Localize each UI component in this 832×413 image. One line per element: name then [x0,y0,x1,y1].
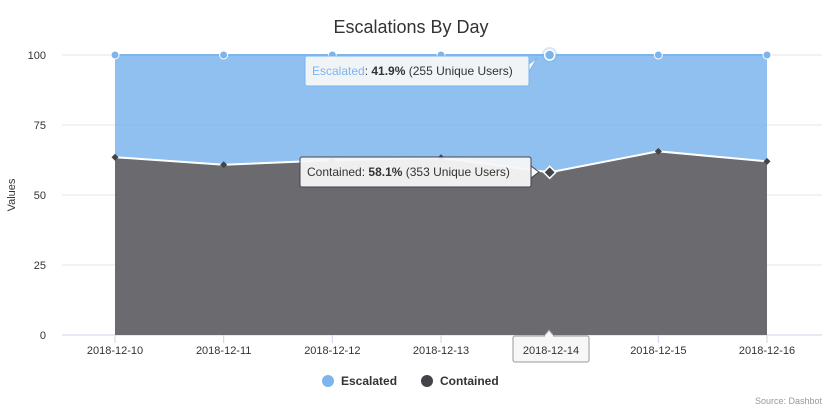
tooltip-category-label: 2018-12-14 [523,345,579,357]
marker-contained[interactable] [220,161,228,169]
marker-escalated[interactable] [653,50,663,60]
y-tick-label: 0 [40,330,46,342]
series-areas [115,55,767,335]
svg-text:Escalated: 41.9% (255 Unique U: Escalated: 41.9% (255 Unique Users) [312,64,513,78]
y-tick-label: 50 [34,190,46,202]
tooltip-contained-value: 58.1% [368,165,402,179]
x-tick-label: 2018-12-10 [87,345,143,357]
x-tick-label: 2018-12-16 [739,345,795,357]
area-contained [115,151,767,335]
x-tick-label: 2018-12-13 [413,345,469,357]
credits[interactable]: Source: Dashbot [755,396,823,406]
y-tick-label: 100 [28,50,46,62]
marker-escalated[interactable] [110,50,120,60]
tooltip-contained: Contained: 58.1% (353 Unique Users) [299,156,540,188]
marker-escalated[interactable] [219,50,229,60]
legend-item-contained[interactable]: Contained [421,374,499,388]
marker-contained[interactable] [654,147,662,155]
x-tick-label: 2018-12-15 [630,345,686,357]
legend-label-escalated: Escalated [341,374,397,388]
x-tick-label: 2018-12-12 [304,345,360,357]
marker-contained[interactable] [111,153,119,161]
legend-symbol-contained [421,375,433,387]
tooltip-escalated-label: Escalated [312,64,365,78]
y-tick-label: 25 [34,260,46,272]
tooltip-escalated: Escalated: 41.9% (255 Unique Users) [304,55,538,87]
marker-contained[interactable] [763,157,771,165]
chart-title: Escalations By Day [333,17,488,37]
tooltip-category: 2018-12-14 [512,329,590,363]
x-tick-label: 2018-12-11 [196,345,251,357]
tooltip-contained-users: (353 Unique Users) [406,165,510,179]
y-tick-label: 75 [34,120,46,132]
x-axis-ticks: 2018-12-10 2018-12-11 2018-12-12 2018-12-13… [87,335,795,357]
legend-item-escalated[interactable]: Escalated [322,374,397,388]
legend-label-contained: Contained [440,374,499,388]
y-axis-ticks: 0 25 50 75 100 [28,50,46,342]
legend: Escalated Contained [322,374,499,388]
tooltip-contained-label: Contained [307,165,362,179]
marker-escalated[interactable] [762,50,772,60]
svg-text:Contained: 58.1% (353 Unique U: Contained: 58.1% (353 Unique Users) [307,165,510,179]
legend-symbol-escalated [322,375,334,387]
tooltip-escalated-users: (255 Unique Users) [409,64,513,78]
marker-escalated[interactable] [543,49,556,61]
tooltip-escalated-value: 41.9% [371,64,405,78]
y-axis-title: Values [6,178,18,211]
area-escalated [115,55,767,173]
marker-contained[interactable] [542,165,557,180]
